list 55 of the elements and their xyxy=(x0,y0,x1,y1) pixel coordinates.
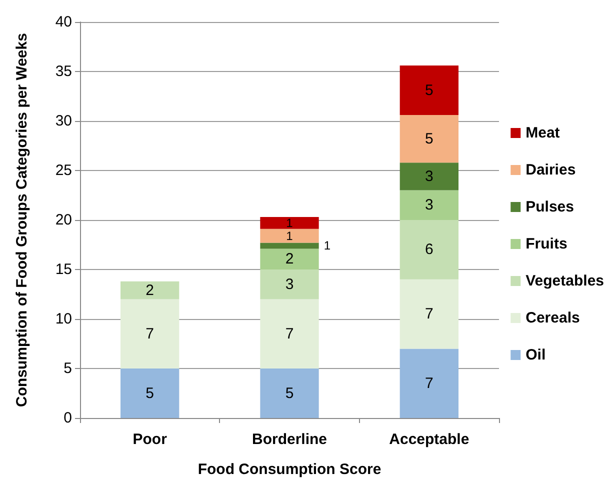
data-label: 7 xyxy=(424,374,434,392)
y-tick-label: 30 xyxy=(55,112,72,130)
bar xyxy=(260,270,319,300)
data-label: 6 xyxy=(424,241,434,258)
bar xyxy=(400,220,458,280)
legend-label: Meat xyxy=(526,124,560,142)
bar xyxy=(400,190,458,220)
legend-label: Cereals xyxy=(526,310,580,326)
data-label: 1 xyxy=(286,228,294,243)
bar xyxy=(120,281,180,300)
data-label: 1 xyxy=(324,238,331,253)
x-axis-title: Food Consumption Score xyxy=(198,461,382,478)
data-label: 5 xyxy=(146,384,154,402)
data-label: 7 xyxy=(285,325,294,342)
y-tick-label: 5 xyxy=(64,360,72,377)
y-tick-label: 15 xyxy=(55,261,72,278)
data-label: 3 xyxy=(424,196,434,214)
data-label: 7 xyxy=(146,325,154,342)
bar xyxy=(260,217,319,229)
x-tick-label: Poor xyxy=(132,431,168,448)
data-label: 7 xyxy=(424,306,434,323)
data-label: 2 xyxy=(146,282,154,299)
bar xyxy=(120,368,180,418)
bar xyxy=(260,248,319,270)
bar xyxy=(400,348,458,418)
bar xyxy=(400,115,458,163)
bar xyxy=(260,368,319,418)
legend-label: Oil xyxy=(526,346,546,364)
bar xyxy=(120,299,180,368)
data-label: 3 xyxy=(285,276,294,293)
data-label: 5 xyxy=(424,82,434,99)
bar xyxy=(260,228,319,243)
legend-label: Pulses xyxy=(526,198,574,216)
y-axis-title: Consumption of Food Groups Categories per Weeks xyxy=(14,33,30,407)
y-tick-label: 10 xyxy=(55,310,72,328)
x-tick-label: Borderline xyxy=(252,431,328,448)
legend-label: Vegetables xyxy=(526,272,604,290)
data-label: 5 xyxy=(285,384,294,402)
bar xyxy=(260,299,319,368)
y-tick-label: 40 xyxy=(55,14,72,30)
bar xyxy=(260,242,319,249)
y-tick-label: 25 xyxy=(55,162,72,179)
x-tick-label: Acceptable xyxy=(389,431,470,448)
legend-label: Fruits xyxy=(526,236,568,252)
data-label: 3 xyxy=(424,168,434,185)
y-tick-label: 20 xyxy=(55,212,72,228)
data-label: 2 xyxy=(285,250,294,268)
y-tick-label: 35 xyxy=(55,63,72,80)
data-label: 1 xyxy=(286,216,294,230)
y-tick-label: 0 xyxy=(64,410,72,426)
bar xyxy=(400,279,458,349)
legend-label: Dairies xyxy=(526,162,576,178)
bar xyxy=(400,66,458,116)
bar xyxy=(400,162,458,190)
data-label: 5 xyxy=(424,130,434,148)
